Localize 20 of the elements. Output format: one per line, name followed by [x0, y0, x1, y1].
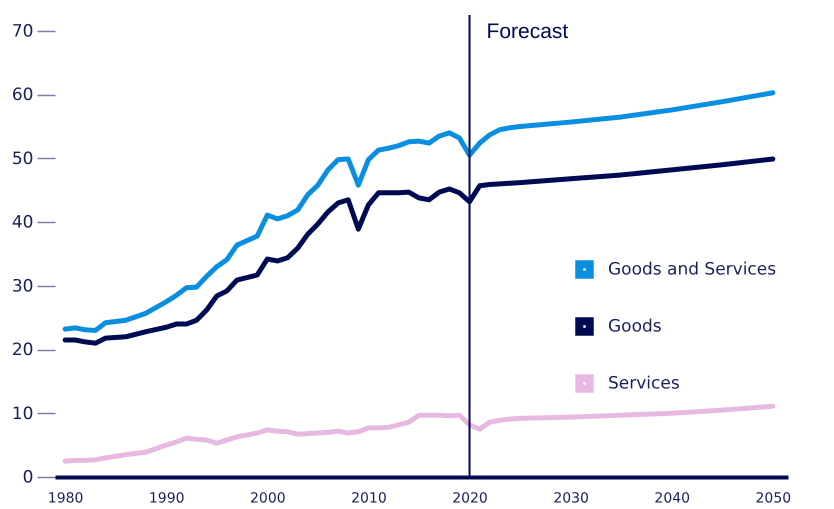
y-tick-label: 20 — [12, 340, 34, 360]
y-tick-label: 60 — [12, 85, 34, 106]
y-tick-label: 50 — [12, 148, 34, 169]
x-tick-label: 2040 — [654, 490, 690, 506]
y-tick-label: 0 — [22, 468, 34, 488]
legend-label: Goods — [608, 316, 662, 336]
x-tick-label: 2050 — [756, 490, 792, 506]
x-tick-label: 2020 — [452, 490, 488, 506]
y-tick-label: 40 — [12, 212, 34, 233]
legend-label: Services — [608, 374, 680, 394]
x-tick-label: 2010 — [351, 490, 387, 506]
y-tick-label: 70 — [12, 21, 34, 42]
x-tick-label: 1990 — [148, 490, 185, 506]
y-tick-label: 30 — [12, 276, 34, 296]
y-tick-label: 10 — [12, 404, 34, 424]
x-tick-label: 2030 — [553, 490, 589, 506]
x-tick-label: 2000 — [250, 490, 286, 506]
legend-label: Goods and Services — [608, 260, 776, 280]
x-tick-label: 1980 — [48, 490, 84, 506]
ref-line-label: Forecast — [486, 20, 568, 43]
